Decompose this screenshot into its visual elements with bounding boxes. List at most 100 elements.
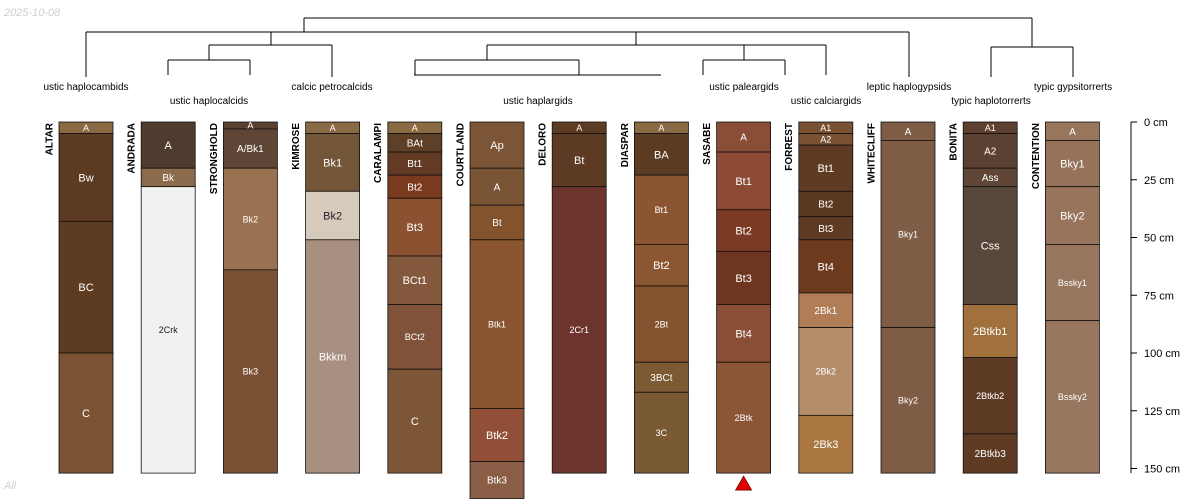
taxon-label-ustic-paleargids: ustic paleargids bbox=[709, 82, 778, 93]
horizon-bk2 bbox=[305, 190, 361, 241]
horizon-label: Bt2 bbox=[735, 226, 752, 238]
taxon-label-calcic-petrocalcids: calcic petrocalcids bbox=[291, 82, 372, 93]
profile-name: FORREST bbox=[784, 123, 795, 171]
horizon-label: Bt1 bbox=[407, 159, 422, 170]
profile-stronghold: STRONGHOLD A A/Bk1 Bk2 Bk3 bbox=[209, 121, 278, 474]
horizon-label: 2Bk1 bbox=[814, 306, 837, 317]
horizon-label: Bky1 bbox=[1060, 159, 1084, 171]
dendrogram bbox=[85, 17, 1074, 77]
horizon-label: A bbox=[83, 123, 89, 133]
date-stamp: 2025-10-08 bbox=[4, 7, 61, 19]
horizon-label: 2Btkb2 bbox=[976, 391, 1004, 401]
taxon-label-leptic-haplogypsids: leptic haplogypsids bbox=[867, 82, 952, 93]
profile-kimrose: KIMROSE A Bk1 Bk2 Bkkm bbox=[291, 121, 361, 474]
horizon-label: BCt2 bbox=[405, 332, 425, 342]
horizon-label: Bw bbox=[78, 172, 93, 184]
horizon-a bbox=[716, 121, 771, 153]
profile-name: KIMROSE bbox=[291, 123, 302, 170]
horizon-label: A bbox=[412, 123, 418, 133]
horizon-label: 2Bt bbox=[655, 319, 669, 329]
profile-name: CARALAMPI bbox=[373, 123, 384, 183]
horizon-label: Bk2 bbox=[243, 214, 259, 224]
horizon-label: Css bbox=[981, 241, 1000, 253]
horizon-label: Bt1 bbox=[818, 163, 835, 175]
horizon-bt4 bbox=[798, 239, 854, 294]
horizon-label: Bt4 bbox=[818, 261, 835, 273]
horizon-label: A bbox=[1069, 127, 1076, 138]
depth-tick-label: 100 cm bbox=[1144, 348, 1180, 360]
taxon-labels: ustic haplocambids ustic haplocalcids calc… bbox=[43, 82, 1112, 107]
horizon-label: C bbox=[82, 408, 90, 420]
depth-tick-label: 0 cm bbox=[1144, 117, 1168, 129]
horizon-a bbox=[469, 167, 525, 206]
horizon-bkkm bbox=[305, 239, 361, 474]
horizon-label: Bt4 bbox=[735, 328, 752, 340]
horizon-label: Bt3 bbox=[735, 273, 752, 285]
profile-name: SASABE bbox=[702, 123, 713, 165]
profile-name: CONTENTION bbox=[1031, 123, 1042, 189]
depth-tick-label: 75 cm bbox=[1144, 290, 1174, 302]
horizon-bky1 bbox=[1045, 140, 1100, 188]
horizon-label: A bbox=[247, 121, 253, 131]
profile-whitecliff: WHITECLIFF A Bky1 Bky2 bbox=[866, 121, 936, 474]
horizon-bct1 bbox=[387, 255, 443, 305]
profile-sasabe: SASABE A Bt1 Bt2 Bt3 Bt4 2Btk bbox=[702, 121, 771, 491]
horizon-label: 3BCt bbox=[650, 373, 672, 384]
horizon-bt2 bbox=[798, 190, 854, 218]
horizon-bt2 bbox=[716, 209, 771, 252]
horizon-bk3 bbox=[222, 269, 278, 474]
profile-name: DIASPAR bbox=[620, 122, 631, 167]
horizon-label: 2Cr1 bbox=[569, 325, 589, 335]
horizon-label: Bkkm bbox=[319, 351, 347, 363]
profile-name: DELORO bbox=[538, 123, 549, 166]
horizon-label: A2 bbox=[820, 135, 831, 145]
horizon-ap bbox=[469, 121, 525, 169]
horizon-label: Btk3 bbox=[487, 476, 507, 487]
taxon-label-typic-haplotorrerts: typic haplotorrerts bbox=[951, 96, 1030, 107]
truncation-marker bbox=[734, 475, 753, 491]
horizon-label: 2Crk bbox=[159, 325, 179, 335]
horizon-label: Bt3 bbox=[407, 222, 424, 234]
profile-diaspar: DIASPAR A BA Bt1 Bt2 2Bt 3BCt 3C bbox=[620, 121, 689, 474]
horizon-c bbox=[58, 352, 114, 474]
profiles: ALTAR A Bw BC C ANDRADA A Bk 2Crk STRONGHOLD A A/Bk… bbox=[44, 121, 1100, 499]
profile-name: ANDRADA bbox=[127, 123, 138, 174]
horizon-label: Bt bbox=[492, 218, 502, 229]
horizon-label: Bssky2 bbox=[1058, 392, 1087, 402]
horizon-label: A1 bbox=[820, 123, 831, 133]
horizon-label: C bbox=[411, 416, 419, 428]
horizon-bt1 bbox=[634, 174, 689, 245]
profile-name: ALTAR bbox=[44, 122, 55, 155]
horizon-label: BCt1 bbox=[403, 275, 427, 287]
horizon-label: A bbox=[905, 127, 912, 138]
horizon-label: Bk1 bbox=[323, 157, 342, 169]
horizon-label: A bbox=[740, 133, 747, 144]
horizon-2cr1 bbox=[551, 186, 607, 474]
profile-courtland: COURTLAND Ap A Bt Btk1 Btk2 Btk3 bbox=[455, 121, 525, 499]
taxon-label-ustic-calciargids: ustic calciargids bbox=[791, 96, 862, 107]
horizon-label: A2 bbox=[984, 146, 997, 157]
horizon-css bbox=[962, 186, 1018, 305]
taxon-label-typic-gypsitorrerts: typic gypsitorrerts bbox=[1034, 82, 1112, 93]
profile-andrada: ANDRADA A Bk 2Crk bbox=[127, 121, 196, 474]
horizon-label: A bbox=[576, 123, 582, 133]
horizon-bt1 bbox=[716, 151, 771, 211]
horizon-label: A/Bk1 bbox=[237, 144, 264, 155]
horizon-label: 2Btkb3 bbox=[975, 449, 1007, 460]
horizon-bky2 bbox=[1045, 186, 1100, 245]
horizon-btk3 bbox=[469, 461, 525, 499]
horizon-label: Btk1 bbox=[488, 319, 506, 329]
profile-name: STRONGHOLD bbox=[209, 123, 220, 194]
depth-tick-label: 150 cm bbox=[1144, 464, 1180, 476]
horizon-label: 2Bk2 bbox=[816, 367, 837, 377]
profile-contention: CONTENTION A Bky1 Bky2 Bssky1 Bssky2 bbox=[1031, 121, 1100, 474]
horizon-bt1 bbox=[798, 144, 854, 192]
horizon-label: A1 bbox=[985, 123, 996, 133]
horizon-bky2 bbox=[880, 327, 936, 474]
profile-name: BONITA bbox=[949, 123, 960, 161]
profile-bonita: BONITA A1 A2 Ass Css 2Btkb1 2Btkb2 2Btkb3 bbox=[949, 121, 1018, 474]
horizon-label: Bt1 bbox=[655, 205, 669, 215]
profile-forrest: FORREST A1 A2 Bt1 Bt2 Bt3 Bt4 2Bk1 2Bk2 2Bk3 bbox=[784, 121, 854, 474]
horizon-label: A bbox=[165, 140, 173, 152]
